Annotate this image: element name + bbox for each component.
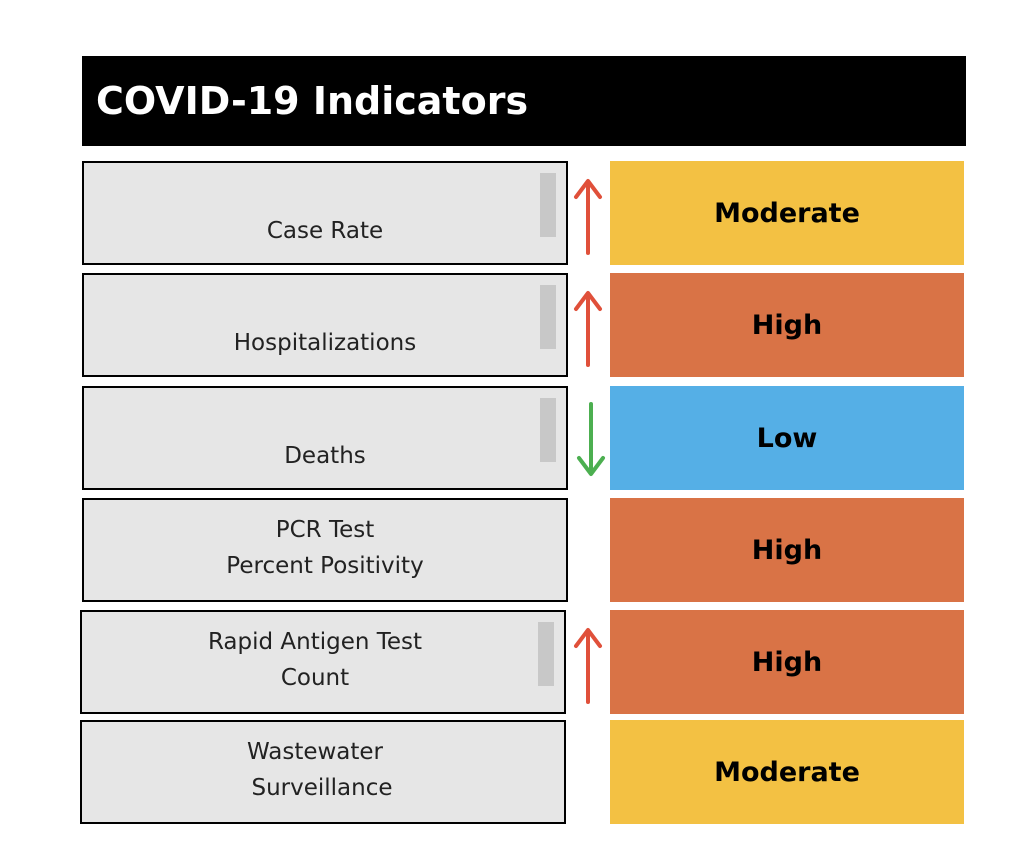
arrow-down-icon xyxy=(577,402,605,476)
status-level: Low xyxy=(756,422,818,454)
status-level: Moderate xyxy=(714,197,860,229)
status-badge: High xyxy=(610,498,964,602)
status-level: Moderate xyxy=(714,756,860,788)
indicator-label: Rapid Antigen Test Count xyxy=(207,629,423,691)
dashboard-header: COVID-19 Indicators xyxy=(82,56,966,146)
arrow-up-icon xyxy=(574,179,602,255)
indicator-row-case-rate: Case Rate Moderate xyxy=(0,161,1020,265)
indicator-label: Deaths xyxy=(284,443,366,469)
scrollbar[interactable] xyxy=(540,285,556,349)
status-level: High xyxy=(751,646,823,678)
indicator-row-hospitalizations: Hospitalizations High xyxy=(0,273,1020,377)
scrollbar[interactable] xyxy=(538,622,554,686)
indicator-label-box[interactable]: Wastewater Surveillance xyxy=(80,720,566,824)
indicator-row-pcr-test: PCR Test Percent Positivity High xyxy=(0,498,1020,602)
page-title: COVID-19 Indicators xyxy=(96,79,529,123)
arrow-up-icon xyxy=(574,291,602,367)
status-badge: High xyxy=(610,273,964,377)
indicator-row-wastewater: Wastewater Surveillance Moderate xyxy=(0,720,1020,824)
indicator-label: Case Rate xyxy=(266,218,384,244)
indicator-label-box[interactable]: Hospitalizations xyxy=(82,273,568,377)
indicator-row-rapid-antigen: Rapid Antigen Test Count High xyxy=(0,610,1020,714)
indicator-label-box[interactable]: Rapid Antigen Test Count xyxy=(80,610,566,714)
scrollbar[interactable] xyxy=(540,398,556,462)
indicator-label: Hospitalizations xyxy=(233,330,417,356)
status-level: High xyxy=(751,309,823,341)
status-badge: Low xyxy=(610,386,964,490)
indicator-label-box[interactable]: Case Rate xyxy=(82,161,568,265)
status-badge: High xyxy=(610,610,964,714)
status-badge: Moderate xyxy=(610,720,964,824)
indicator-label: PCR Test Percent Positivity xyxy=(226,517,424,579)
arrow-up-icon xyxy=(574,628,602,704)
indicator-row-deaths: Deaths Low xyxy=(0,386,1020,490)
status-badge: Moderate xyxy=(610,161,964,265)
status-level: High xyxy=(751,534,823,566)
indicator-label: Wastewater Surveillance xyxy=(246,739,393,801)
indicator-label-box[interactable]: PCR Test Percent Positivity xyxy=(82,498,568,602)
indicator-label-box[interactable]: Deaths xyxy=(82,386,568,490)
scrollbar[interactable] xyxy=(540,173,556,237)
